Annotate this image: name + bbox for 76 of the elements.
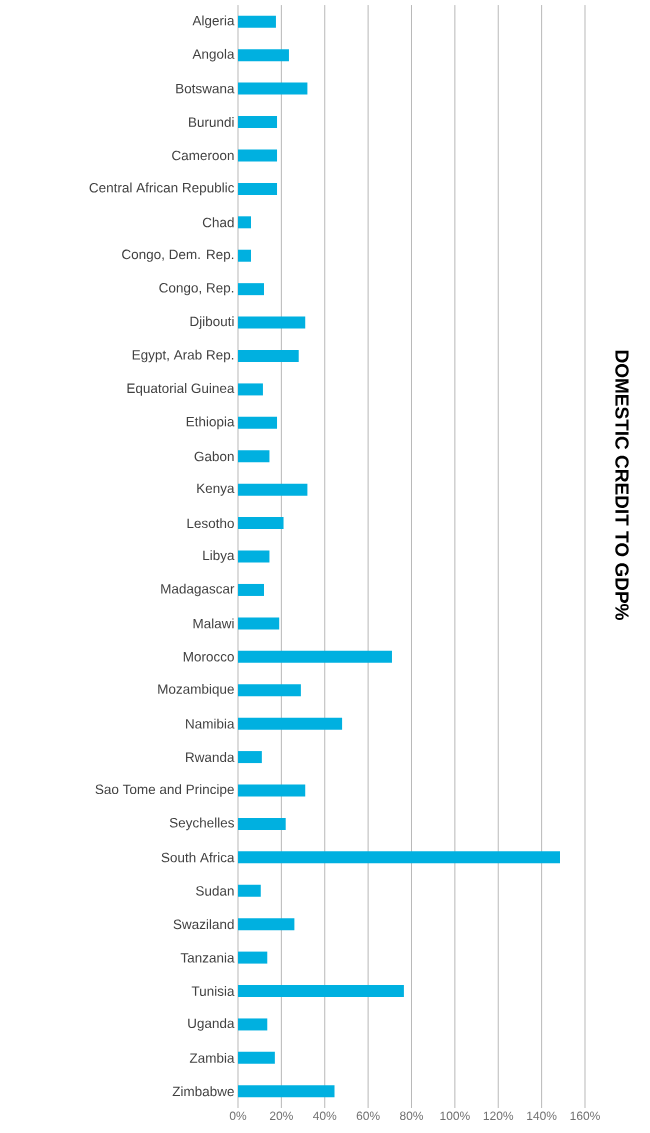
y-tick-label: Botswana	[176, 83, 235, 94]
y-tick-label: Congo, Rep.	[159, 283, 234, 296]
y-tick-label: Sudan	[196, 885, 234, 896]
bar	[238, 951, 268, 964]
x-tick-label: 0%	[229, 1111, 247, 1121]
bar	[238, 784, 306, 797]
bar	[238, 817, 286, 830]
bar	[238, 116, 278, 129]
y-tick-label: Zimbabwe	[172, 1086, 234, 1097]
text: DOMESTIC CREDIT TO GDP%	[615, 350, 629, 620]
bar	[238, 450, 270, 463]
y-tick-label: South Africa	[161, 852, 235, 863]
bar	[238, 350, 299, 362]
y-tick-label: Equatorial Guinea	[127, 383, 235, 396]
y-tick-label: Mozambique	[158, 683, 234, 697]
y-tick-label: Central African Republic	[89, 182, 235, 196]
y-tick-label: Madagascar	[161, 583, 235, 597]
x-tick-label: 80%	[400, 1111, 424, 1121]
y-tick-label: Uganda	[188, 1018, 235, 1031]
y-tick-label: Egypt, Arab Rep.	[132, 349, 234, 363]
y-tick-label: Kenya	[197, 483, 235, 496]
y-tick-label: Algeria	[192, 15, 235, 29]
bar	[238, 517, 284, 530]
bar	[238, 182, 278, 195]
bar	[238, 283, 265, 296]
bar	[238, 583, 265, 596]
bar	[238, 49, 289, 62]
y-tick-label: Tunisia	[191, 986, 235, 996]
y-tick-label: Gabon	[194, 451, 234, 462]
y-tick-label: Zambia	[189, 1052, 235, 1063]
bar	[238, 617, 280, 630]
x-tick-label: 100%	[440, 1111, 470, 1121]
bar	[238, 550, 270, 563]
bar	[238, 650, 392, 663]
y-tick-label: Rwanda	[186, 752, 235, 763]
bar	[238, 751, 262, 764]
y-tick-label: Sao Tome and Principe	[95, 784, 234, 797]
x-tick-label: 60%	[356, 1111, 380, 1121]
bar	[238, 851, 561, 864]
x-tick-label: 40%	[313, 1111, 337, 1121]
x-tick-label: 20%	[269, 1111, 293, 1121]
bar	[238, 15, 276, 28]
y-tick-label: Cameroon	[172, 150, 234, 161]
y-tick-label: Chad	[202, 217, 234, 228]
bar	[238, 483, 308, 496]
y-tick-label: Ethiopia	[186, 416, 235, 430]
y-tick-label: Tanzania	[180, 952, 235, 963]
bar	[238, 918, 295, 931]
y-tick-label: Burundi	[189, 117, 234, 127]
bar	[238, 1085, 335, 1098]
bar	[238, 1018, 268, 1031]
bar	[238, 416, 278, 429]
bar	[238, 383, 263, 396]
y-tick-label: Angola	[192, 48, 235, 62]
y-tick-label: Swaziland	[173, 919, 234, 930]
bar	[238, 216, 252, 229]
bar	[238, 1051, 275, 1064]
bar	[238, 684, 301, 697]
y-tick-label: Libya	[203, 550, 235, 563]
bar	[238, 985, 404, 998]
bar	[238, 884, 261, 897]
y-tick-label: Namibia	[186, 718, 235, 729]
y-tick-label: Morocco	[183, 652, 234, 662]
bar	[238, 316, 306, 329]
y-tick-label: Congo, Dem. Rep.	[122, 249, 234, 262]
y-tick-label: Djibouti	[190, 316, 234, 329]
y-tick-label: Malawi	[193, 618, 234, 629]
bar	[238, 717, 343, 730]
bar	[238, 82, 308, 95]
y-tick-label: Lesotho	[187, 518, 234, 529]
bar	[238, 249, 252, 262]
y-tick-label: Seychelles	[169, 817, 234, 831]
x-tick-label: 160%	[570, 1111, 600, 1121]
x-tick-label: 120%	[483, 1111, 514, 1121]
x-tick-label: 140%	[527, 1111, 557, 1121]
bar	[238, 149, 278, 162]
